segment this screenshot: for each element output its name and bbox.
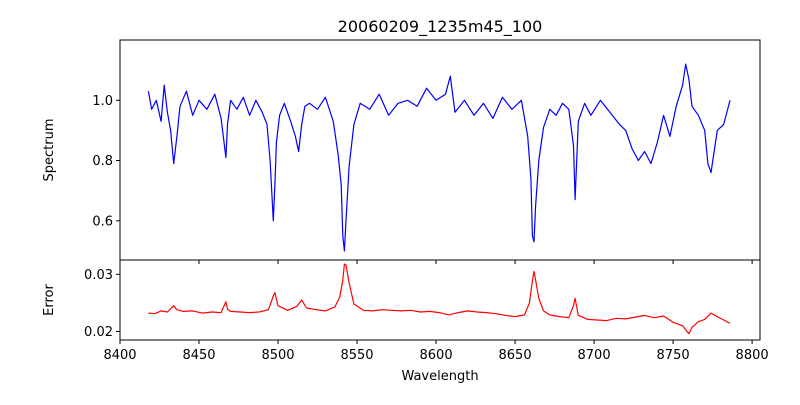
- spectrum-ylabel: Spectrum: [42, 119, 57, 182]
- error-xtick-label: 8650: [499, 348, 532, 363]
- spectrum-ytick-label: 0.6: [92, 214, 113, 229]
- spectrum-ytick-label: 0.8: [92, 154, 113, 169]
- error-plot-frame: [119, 259, 761, 341]
- error-ytick-label: 0.03: [84, 268, 113, 283]
- chart-title: 20060209_1235m45_100: [338, 17, 543, 37]
- spectrum-series-line: [147, 63, 731, 252]
- error-xtick-label: 8750: [657, 348, 690, 363]
- error-series-line: [148, 263, 731, 335]
- error-yaxis: 0.02 0.03: [84, 268, 120, 340]
- error-xtick-label: 8400: [103, 348, 136, 363]
- spectrum-panel: 0.6 0.8 1.0 Spectrum: [42, 39, 761, 264]
- error-ytick-label: 0.02: [84, 325, 113, 340]
- spectrum-xaxis: [119, 260, 753, 264]
- spectrum-plot-frame: [119, 39, 761, 261]
- error-xtick-label: 8500: [261, 348, 294, 363]
- error-xtick-label: 8450: [182, 348, 215, 363]
- error-panel: 0.02 0.03 8400 8450 8500 8550 8600 8650 8700 875…: [42, 259, 769, 384]
- error-ylabel: Error: [42, 284, 57, 316]
- error-xtick-label: 8600: [420, 348, 453, 363]
- error-xtick-label: 8800: [736, 348, 769, 363]
- error-xtick-label: 8700: [578, 348, 611, 363]
- spectrum-ytick-label: 1.0: [92, 94, 113, 109]
- error-xtick-label: 8550: [340, 348, 373, 363]
- spectrum-yaxis: 0.6 0.8 1.0: [92, 94, 120, 229]
- error-xaxis: 8400 8450 8500 8550 8600 8650 8700 8750 8800: [103, 340, 769, 363]
- error-xlabel: Wavelength: [401, 369, 478, 384]
